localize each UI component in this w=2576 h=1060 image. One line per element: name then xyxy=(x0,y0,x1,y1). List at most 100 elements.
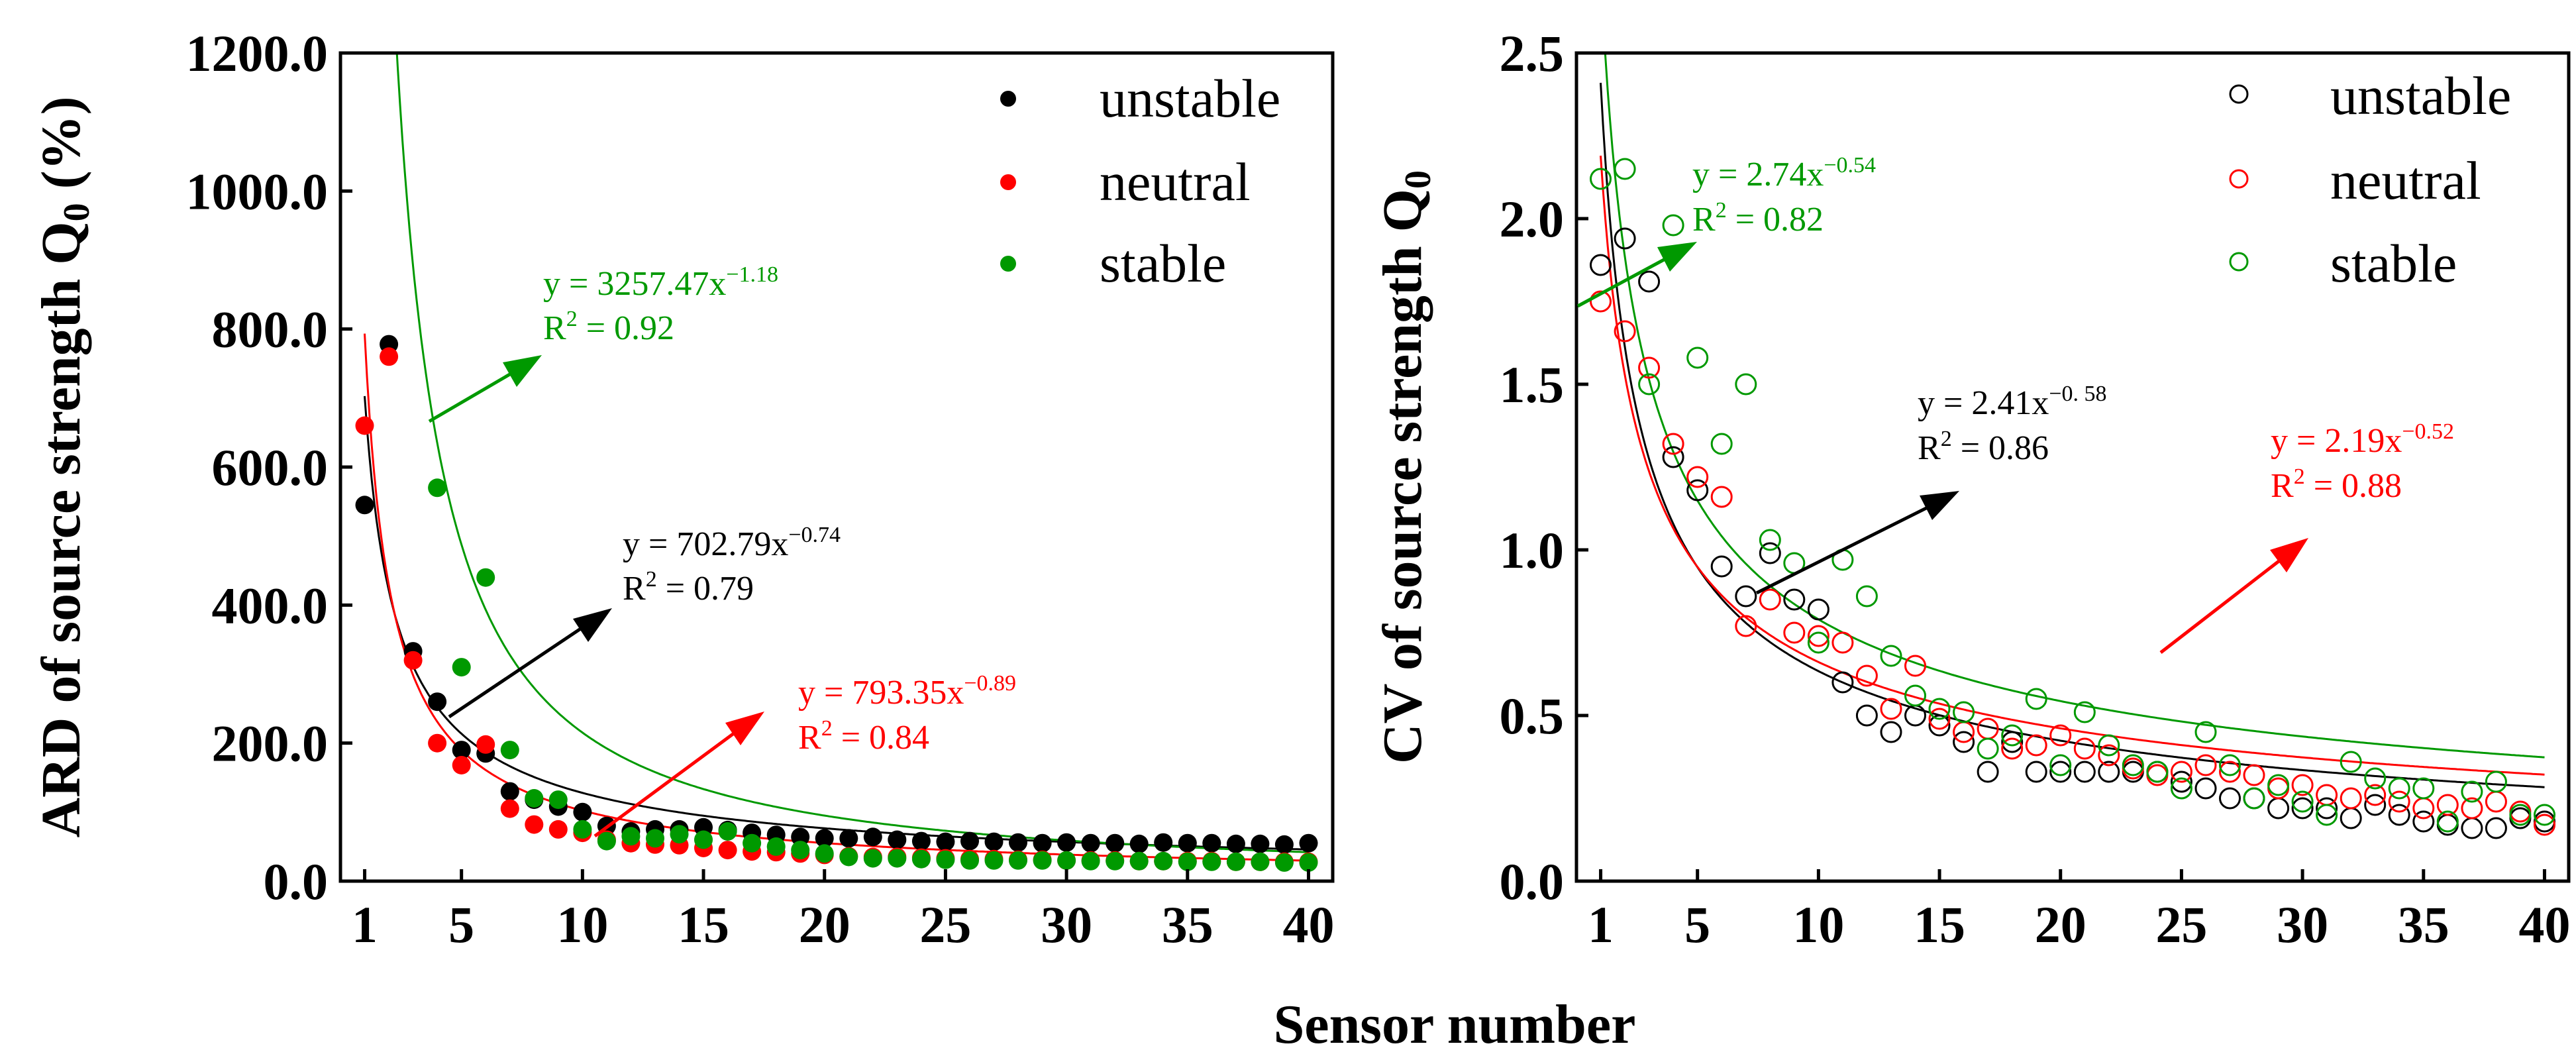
ard-point-neutral xyxy=(525,815,544,834)
ard-point-unstable xyxy=(984,832,1004,851)
ard-point-unstable xyxy=(1178,833,1197,853)
cv-chart-y-axis-label: CV of source strength Q0 xyxy=(1372,170,1439,764)
cv-point-neutral xyxy=(2194,754,2217,776)
cv-point-neutral xyxy=(2219,761,2241,783)
ard-x-tick-label: 25 xyxy=(919,896,971,953)
cv-point-unstable xyxy=(2170,770,2192,793)
cv-x-tick-label: 10 xyxy=(1792,896,1844,953)
cv-point-unstable xyxy=(2194,777,2217,800)
ard-arrow-stable xyxy=(428,366,521,423)
x-axis-label: Sensor number xyxy=(1274,994,1636,1055)
cv-point-unstable xyxy=(2267,797,2290,820)
legend-marker-stable xyxy=(2229,252,2249,272)
cv-chart-legend: unstable neutral stable xyxy=(2229,66,2511,293)
cv-point-unstable xyxy=(2461,817,2483,839)
ard-y-tick-label: 1000.0 xyxy=(186,162,329,220)
ard-point-unstable xyxy=(428,692,447,712)
cv-point-unstable xyxy=(2001,731,2024,753)
cv-point-neutral xyxy=(2316,784,2338,806)
cv-point-stable xyxy=(2025,688,2047,710)
cv-point-unstable xyxy=(2073,761,2096,783)
ard-annotation-stable: y = 3257.47x−1.18 R2 = 0.92 xyxy=(428,262,778,423)
ard-point-stable xyxy=(694,830,713,849)
ard-x-tick-label: 40 xyxy=(1282,896,1334,953)
ard-y-tick-label: 800.0 xyxy=(212,301,329,358)
ard-point-unstable xyxy=(1274,835,1294,854)
cv-point-stable xyxy=(2098,734,2120,757)
cv-point-neutral xyxy=(1855,664,1878,687)
cv-point-unstable xyxy=(1977,761,1999,783)
cv-point-neutral xyxy=(2025,734,2047,757)
ard-point-unstable xyxy=(1154,833,1173,852)
ard-point-unstable xyxy=(888,830,907,849)
ard-point-neutral xyxy=(428,733,447,753)
cv-point-neutral xyxy=(1614,320,1636,343)
cv-point-stable xyxy=(2194,721,2217,743)
ard-point-neutral xyxy=(380,347,399,366)
legend-label-stable: stable xyxy=(2330,233,2457,293)
cv-point-stable xyxy=(1614,158,1636,180)
cv-point-stable xyxy=(2170,777,2192,800)
ard-point-unstable xyxy=(791,827,810,847)
cv-point-unstable xyxy=(1614,227,1636,250)
ard-x-tick-label: 30 xyxy=(1041,896,1092,953)
ard-arrow-unstable xyxy=(448,621,591,719)
ard-point-stable xyxy=(452,658,471,677)
cv-point-stable xyxy=(1880,645,1902,667)
ard-point-unstable xyxy=(500,782,519,801)
cv-point-neutral xyxy=(2049,724,2072,747)
ard-point-stable xyxy=(1154,851,1173,871)
ard-y-tick-label: 200.0 xyxy=(212,715,329,772)
cv-arrow-unstable xyxy=(1755,502,1937,595)
cv-chart-frame xyxy=(1574,51,2571,883)
ard-chart-x-axis: 1 5 10 15 20 25 30 35 40 xyxy=(352,869,1334,953)
cv-point-neutral xyxy=(1662,433,1684,455)
ard-point-unstable xyxy=(573,802,592,822)
ard-point-unstable xyxy=(1202,833,1221,853)
cv-point-unstable xyxy=(1759,542,1781,564)
cv-point-unstable xyxy=(2340,807,2362,829)
cv-point-unstable xyxy=(2049,761,2072,783)
cv-point-stable xyxy=(1977,737,1999,760)
cv-point-stable xyxy=(2388,777,2410,800)
cv-point-unstable xyxy=(1783,588,1806,611)
cv-point-stable xyxy=(2243,787,2265,810)
ard-point-stable xyxy=(670,825,689,844)
cv-y-tick-label: 0.5 xyxy=(1500,687,1565,745)
cv-point-neutral xyxy=(2534,814,2555,836)
ard-point-stable xyxy=(888,849,907,868)
ard-point-unstable xyxy=(1299,833,1318,853)
ard-point-unstable xyxy=(452,741,471,760)
ard-r2-neutral: R2 = 0.84 xyxy=(798,716,929,757)
cv-point-stable xyxy=(2534,804,2555,826)
cv-fit-curve-neutral xyxy=(1600,155,2545,776)
cv-x-tick-label: 25 xyxy=(2155,896,2207,953)
ard-point-stable xyxy=(911,849,931,869)
ard-point-stable xyxy=(863,849,882,868)
legend-label-neutral: neutral xyxy=(1100,152,1251,212)
cv-point-neutral xyxy=(2170,761,2192,783)
cv-point-stable xyxy=(2122,754,2144,776)
cv-point-unstable xyxy=(1928,714,1951,737)
ard-point-stable xyxy=(573,820,592,839)
cv-chart-panel: 1 5 10 15 20 25 30 35 40 0.00.51.01.52.02.5 CV o… xyxy=(1372,25,2571,953)
ard-point-stable xyxy=(1106,851,1125,871)
cv-point-stable xyxy=(1904,684,1926,707)
cv-x-tick-label: 15 xyxy=(1914,896,1965,953)
ard-annotation-neutral: y = 793.35x−0.89 R2 = 0.84 xyxy=(593,671,1016,838)
cv-point-stable xyxy=(2316,804,2338,826)
cv-equation-neutral: y = 2.19x−0.52 xyxy=(2271,419,2454,460)
ard-x-tick-label: 15 xyxy=(678,896,729,953)
ard-chart-panel: 1 5 10 15 20 25 30 35 40 0.0200.0400.0600.0800.0… xyxy=(30,25,1335,953)
cv-point-stable xyxy=(2001,724,2024,747)
cv-r2-stable: R2 = 0.82 xyxy=(1692,198,1824,238)
legend-label-stable: stable xyxy=(1100,233,1226,293)
cv-point-stable xyxy=(2267,774,2290,796)
cv-arrowhead-unstable xyxy=(1920,491,1959,520)
cv-arrowhead-neutral xyxy=(2270,538,2308,572)
cv-point-neutral xyxy=(1783,621,1806,644)
ard-point-stable xyxy=(548,790,568,810)
cv-point-unstable xyxy=(1710,555,1733,578)
ard-point-neutral xyxy=(403,651,423,670)
ard-point-stable xyxy=(597,831,616,851)
